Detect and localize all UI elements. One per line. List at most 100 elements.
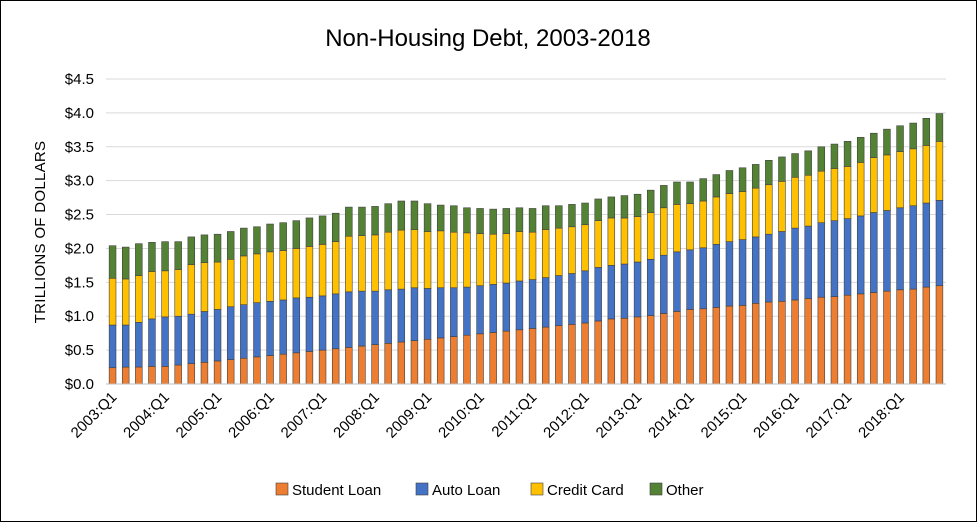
bar-credit-card (135, 275, 143, 323)
bar-credit-card (791, 176, 799, 229)
x-axis: 2003:Q1 2004:Q1 2005:Q1 2006:Q1 2007:Q1 2008:… (68, 383, 946, 442)
bar-student-loan (751, 303, 760, 385)
bar-other (568, 204, 576, 228)
bar-credit-card (712, 196, 721, 245)
bar-auto-loan (896, 207, 904, 291)
bar-student-loan (555, 325, 563, 385)
bar-auto-loan (174, 315, 182, 366)
bar-other (213, 233, 222, 263)
bar-other (555, 205, 563, 229)
bar-other (620, 195, 629, 219)
bar-other (108, 245, 117, 279)
bar-auto-loan (450, 287, 458, 337)
bar-student-loan (318, 349, 327, 385)
bar-auto-loan (292, 297, 301, 354)
bar-student-loan (686, 309, 694, 385)
bar-other (673, 181, 681, 205)
bar-other (476, 208, 484, 234)
bar-other (502, 208, 511, 234)
legend-label: Other (666, 482, 704, 499)
bar-credit-card (463, 232, 471, 288)
bar-credit-card (187, 264, 196, 315)
bar-student-loan (213, 360, 222, 385)
bar-auto-loan (489, 284, 497, 333)
legend-label: Student Loan (292, 482, 381, 499)
bar-credit-card (358, 235, 366, 292)
bar-other (410, 200, 419, 230)
bar-credit-card (174, 269, 182, 317)
x-tick-label: 2016:Q1 (750, 389, 803, 442)
bar-auto-loan (358, 290, 366, 347)
bar-auto-loan (856, 215, 865, 295)
bar-auto-loan (686, 249, 694, 310)
bar-other (896, 125, 904, 152)
bar-student-loan (515, 329, 524, 385)
bar-student-loan (489, 332, 497, 385)
bar-credit-card (371, 234, 379, 292)
bar-credit-card (161, 270, 169, 318)
bar-auto-loan (883, 210, 891, 292)
bar-auto-loan (830, 220, 839, 297)
bar-auto-loan (305, 296, 314, 352)
y-axis-ticks: $0.0 $0.5 $1.0 $1.5 $2.0 $2.5 $3.0 $3.5 $4.0 $4.5 (65, 71, 94, 393)
bar-credit-card (266, 251, 274, 302)
x-tick-label: 2003:Q1 (68, 389, 121, 442)
bar-auto-loan (541, 277, 550, 328)
bar-credit-card (541, 229, 550, 278)
bar-other (266, 223, 274, 253)
bar-auto-loan (135, 322, 143, 368)
bar-student-loan (502, 330, 511, 385)
bar-credit-card (410, 229, 419, 289)
bar-other (712, 174, 721, 198)
bar-other (135, 243, 143, 276)
bar-other (646, 189, 655, 213)
bar-auto-loan (712, 244, 721, 308)
bar-other (371, 206, 379, 236)
bar-auto-loan (804, 225, 812, 299)
bar-student-loan (108, 367, 117, 385)
bar-other (594, 198, 602, 221)
bar-student-loan (121, 366, 130, 385)
bar-credit-card (108, 277, 117, 326)
bar-auto-loan (725, 241, 734, 307)
bar-credit-card (476, 233, 484, 287)
bar-student-loan (371, 344, 379, 385)
bar-student-loan (909, 288, 917, 385)
x-tick-label: 2004:Q1 (120, 389, 173, 442)
bar-auto-loan (371, 290, 379, 345)
bar-other (187, 236, 196, 266)
x-tick-label: 2009:Q1 (383, 389, 436, 442)
bar-credit-card (423, 231, 432, 289)
bar-auto-loan (436, 287, 445, 339)
bar-auto-loan (331, 293, 340, 350)
bar-credit-card (515, 231, 524, 282)
bar-other (226, 231, 235, 260)
bar-credit-card (673, 204, 681, 253)
bar-credit-card (148, 271, 156, 320)
bar-credit-card (935, 141, 944, 201)
bar-auto-loan (620, 263, 629, 319)
bar-other (778, 156, 786, 182)
bar-credit-card (725, 193, 734, 242)
bar-student-loan (581, 322, 589, 385)
bar-credit-card (436, 230, 445, 289)
bar-credit-card (200, 262, 209, 312)
bar-auto-loan (187, 313, 196, 364)
bar-auto-loan (226, 306, 235, 360)
bar-other (305, 217, 314, 247)
bar-student-loan (804, 298, 812, 385)
bar-credit-card (305, 246, 314, 298)
bar-other (660, 185, 668, 209)
bar-student-loan (423, 338, 432, 385)
x-tick-label: 2012:Q1 (540, 389, 593, 442)
bar-auto-loan (935, 200, 944, 287)
bar-student-loan (856, 293, 865, 385)
bar-student-loan (725, 305, 734, 385)
bar-auto-loan (922, 202, 931, 288)
bar-other (922, 118, 931, 146)
legend-swatch (275, 482, 289, 496)
bar-student-loan (384, 343, 392, 385)
bar-credit-card (384, 231, 392, 291)
bar-credit-card (633, 216, 642, 263)
x-tick-label: 2005:Q1 (173, 389, 226, 442)
